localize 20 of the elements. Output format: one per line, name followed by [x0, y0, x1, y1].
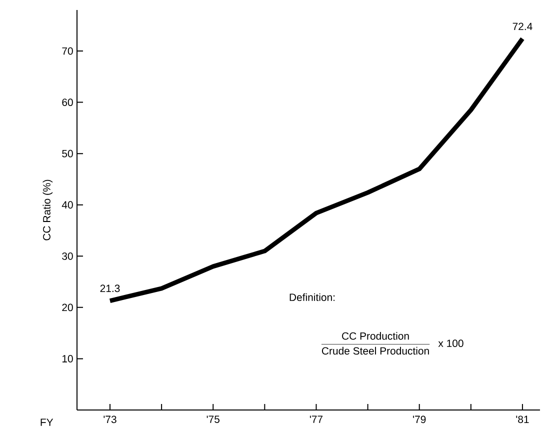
y-tick-label: 50 [62, 150, 73, 158]
y-tick-label: 30 [62, 252, 73, 260]
annotation: x 100 [438, 340, 464, 348]
y-tick-label: 20 [62, 304, 73, 312]
annotation: Crude Steel Production [322, 346, 429, 355]
x-tick-label: '81 [516, 416, 529, 424]
x-tick-label: '73 [104, 416, 116, 424]
annotation: Definition: [290, 293, 335, 302]
y-tick-label: 10 [62, 355, 73, 362]
data-label: 72.4 [512, 22, 532, 30]
x-axis-title: FY [40, 418, 54, 426]
y-axis-title: CC Ratio (%) [42, 180, 53, 240]
x-tick-label: '79 [413, 416, 426, 424]
y-tick-label: 70 [62, 47, 73, 55]
annotation: CC Production [342, 332, 409, 340]
data-label: 21.3 [100, 284, 120, 292]
x-tick-label: '77 [310, 416, 323, 423]
x-tick-label: '75 [206, 416, 220, 423]
y-tick-label: 60 [62, 98, 73, 106]
y-tick-label: 40 [62, 201, 73, 209]
